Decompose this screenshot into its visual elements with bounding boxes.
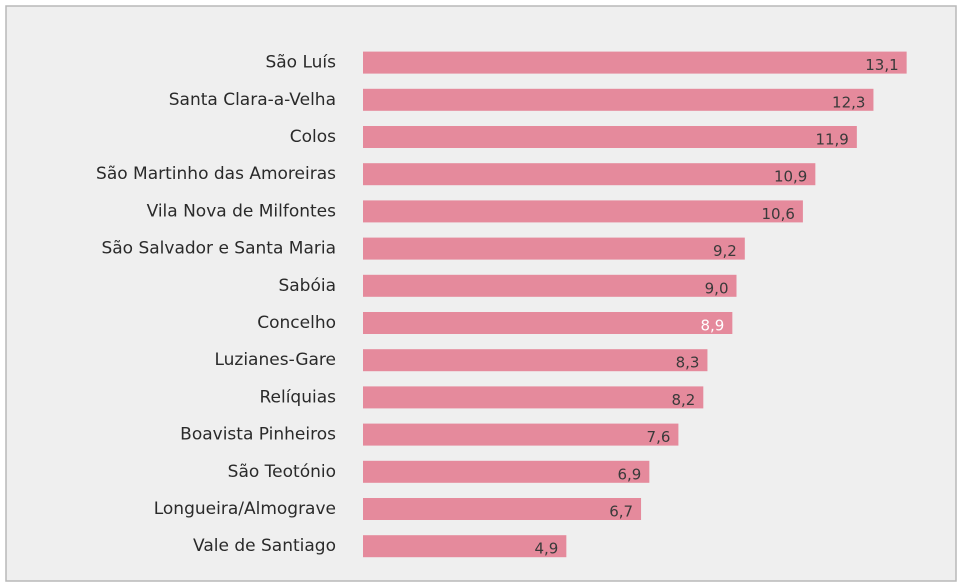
category-label: Sabóia xyxy=(278,276,336,296)
category-label: Concelho xyxy=(257,313,336,333)
bar xyxy=(363,51,907,74)
bar xyxy=(363,237,745,260)
bar xyxy=(363,274,737,297)
category-label: Colos xyxy=(290,127,336,147)
category-label: São Salvador e Santa Maria xyxy=(101,239,336,259)
value-label: 7,6 xyxy=(647,428,671,446)
bar xyxy=(363,386,704,409)
bar xyxy=(363,498,642,520)
value-label: 10,9 xyxy=(774,168,807,186)
category-label: Boavista Pinheiros xyxy=(180,425,336,445)
value-label: 10,6 xyxy=(761,205,794,223)
value-label: 12,3 xyxy=(832,93,865,111)
bar xyxy=(363,460,650,483)
value-label: 9,0 xyxy=(705,279,729,297)
value-label: 8,3 xyxy=(676,354,700,372)
value-label: 6,7 xyxy=(609,503,633,521)
category-label: Vila Nova de Milfontes xyxy=(147,201,337,221)
category-label: Luzianes-Gare xyxy=(214,350,336,370)
category-label: São Luís xyxy=(265,53,336,73)
category-label: Vale de Santiago xyxy=(193,536,336,556)
value-label: 13,1 xyxy=(865,56,898,74)
value-label: 6,9 xyxy=(617,465,641,483)
category-label: São Teotónio xyxy=(228,462,336,482)
bar xyxy=(363,200,803,223)
bar xyxy=(363,535,567,558)
value-label: 8,9 xyxy=(700,317,724,335)
value-label: 9,2 xyxy=(713,242,737,260)
bar xyxy=(363,312,733,334)
bar xyxy=(363,423,679,446)
bar xyxy=(363,349,708,372)
category-label: Relíquias xyxy=(259,387,336,407)
bar xyxy=(363,126,857,148)
category-label: Longueira/Almograve xyxy=(154,499,336,519)
bar xyxy=(363,88,874,111)
value-label: 8,2 xyxy=(671,391,695,409)
value-label: 4,9 xyxy=(534,540,558,558)
bar xyxy=(363,163,816,186)
category-label: São Martinho das Amoreiras xyxy=(96,164,336,184)
value-label: 11,9 xyxy=(815,131,848,149)
category-label: Santa Clara-a-Velha xyxy=(169,90,336,110)
